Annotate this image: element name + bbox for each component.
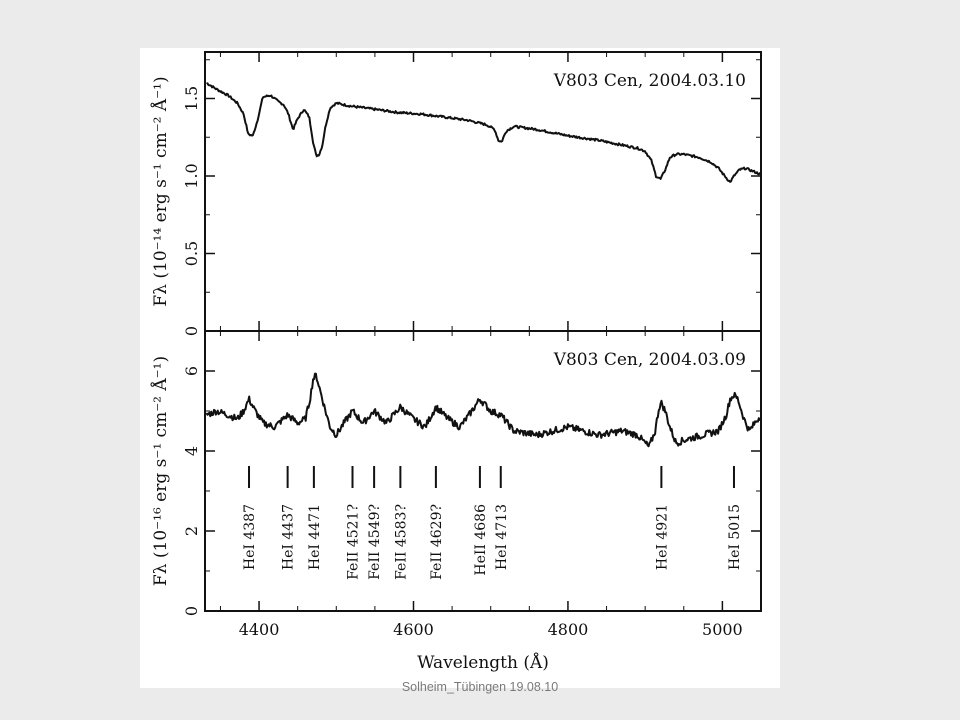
footer-text: Solheim_Tübingen 19.08.10 xyxy=(401,680,559,694)
line-id-label: FeII 4549? xyxy=(367,504,383,580)
y-tick-label: 0 xyxy=(182,326,201,336)
y-tick-label: 4 xyxy=(182,446,201,456)
x-axis-title: Wavelength (Å) xyxy=(417,652,549,673)
panel-1-spectrum xyxy=(206,82,762,183)
plot-panel: 0 0.5 1.0 1.5 V803 Cen, 2004.03.10 Fλ (10⁻¹⁴ … xyxy=(140,48,780,688)
line-id-label: HeI 4471 xyxy=(307,504,323,570)
x-tick-label: 5000 xyxy=(702,620,743,639)
line-id-label: FeII 4583? xyxy=(393,504,409,580)
line-id-label: HeI 4921 xyxy=(654,504,670,570)
line-id-label: HeI 4387 xyxy=(242,504,258,570)
panel-2-title: V803 Cen, 2004.03.09 xyxy=(553,350,746,370)
panel-1-ylabel: Fλ (10⁻¹⁴ erg s⁻¹ cm⁻² Å⁻¹) xyxy=(150,76,171,306)
panel-2-spectrum xyxy=(205,372,762,448)
x-tick-label: 4800 xyxy=(548,620,589,639)
line-id-label: FeII 4629? xyxy=(429,504,445,580)
line-id-label: FeII 4521? xyxy=(345,504,361,580)
y-tick-label: 0 xyxy=(182,606,201,616)
y-tick-label: 1.5 xyxy=(182,86,201,111)
spectrum-figure: 0 0.5 1.0 1.5 V803 Cen, 2004.03.10 Fλ (10⁻¹⁴ … xyxy=(150,51,762,673)
panel-2-frame xyxy=(204,330,762,612)
line-id-label: HeII 4686 xyxy=(473,504,489,576)
y-tick-label: 6 xyxy=(182,366,201,376)
x-tick-label: 4400 xyxy=(239,620,280,639)
y-tick-label: 0.5 xyxy=(182,241,201,266)
x-tick-label: 4600 xyxy=(393,620,434,639)
panel-1-title: V803 Cen, 2004.03.10 xyxy=(553,71,746,91)
y-tick-label: 1.0 xyxy=(182,163,201,188)
panel-2-ylabel: Fλ (10⁻¹⁶ erg s⁻¹ cm⁻² Å⁻¹) xyxy=(150,356,171,586)
line-id-label: HeI 5015 xyxy=(727,504,743,570)
line-id-label: HeI 4713 xyxy=(494,504,510,570)
line-id-label: HeI 4437 xyxy=(281,504,297,570)
y-tick-label: 2 xyxy=(182,526,201,536)
panel-1-frame xyxy=(204,51,762,332)
